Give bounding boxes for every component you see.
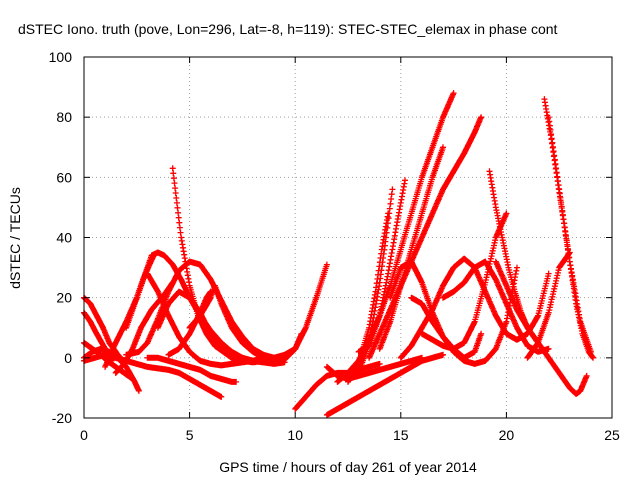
- x-tick-label: 20: [499, 427, 515, 443]
- y-tick-label: 40: [56, 230, 72, 246]
- series-14: [186, 282, 278, 364]
- series-18: [323, 351, 446, 418]
- series-16: [281, 261, 330, 363]
- y-tick-label: 80: [56, 109, 72, 125]
- series-18-markers: [323, 351, 446, 418]
- x-tick-label: 25: [604, 427, 620, 443]
- series-9-markers: [144, 354, 240, 385]
- x-tick-label: 0: [80, 427, 88, 443]
- series-27: [397, 255, 552, 361]
- y-tick-label: -20: [52, 410, 72, 426]
- series-29: [418, 210, 510, 352]
- y-axis-label: dSTEC / TECUs: [7, 187, 23, 289]
- series-14-markers: [186, 282, 278, 364]
- axis-ticks: [83, 56, 613, 419]
- series-29-markers: [418, 210, 510, 352]
- series-17: [292, 360, 383, 412]
- series-34-markers: [545, 114, 594, 355]
- x-tick-label: 5: [186, 427, 194, 443]
- tick-labels: 0 5 10 15 20 25 -20 0 20 40 60 80 100: [49, 49, 620, 443]
- x-axis-label: GPS time / hours of day 261 of year 2014: [219, 459, 477, 475]
- grid-lines: [84, 57, 612, 418]
- series-23-markers: [355, 177, 408, 355]
- series-9: [144, 354, 240, 385]
- x-tick-label: 15: [393, 427, 409, 443]
- series-30: [440, 258, 552, 355]
- series-17-markers: [292, 360, 383, 412]
- series-33-markers: [541, 96, 596, 361]
- y-tick-label: 60: [56, 169, 72, 185]
- series-27-markers: [397, 255, 552, 361]
- x-tick-label: 10: [287, 427, 303, 443]
- chart-title: dSTEC Iono. truth (pove, Lon=296, Lat=-8…: [18, 21, 558, 37]
- series-35-markers: [524, 249, 573, 361]
- series-33: [541, 96, 596, 361]
- y-tick-label: 0: [64, 350, 72, 366]
- series-23: [355, 177, 408, 355]
- series-30-markers: [440, 258, 552, 355]
- y-tick-label: 20: [56, 290, 72, 306]
- series-35: [524, 249, 573, 361]
- series-16-markers: [281, 261, 330, 363]
- y-tick-label: 100: [49, 49, 73, 65]
- plot-series-group: [81, 90, 596, 418]
- series-34: [545, 114, 594, 355]
